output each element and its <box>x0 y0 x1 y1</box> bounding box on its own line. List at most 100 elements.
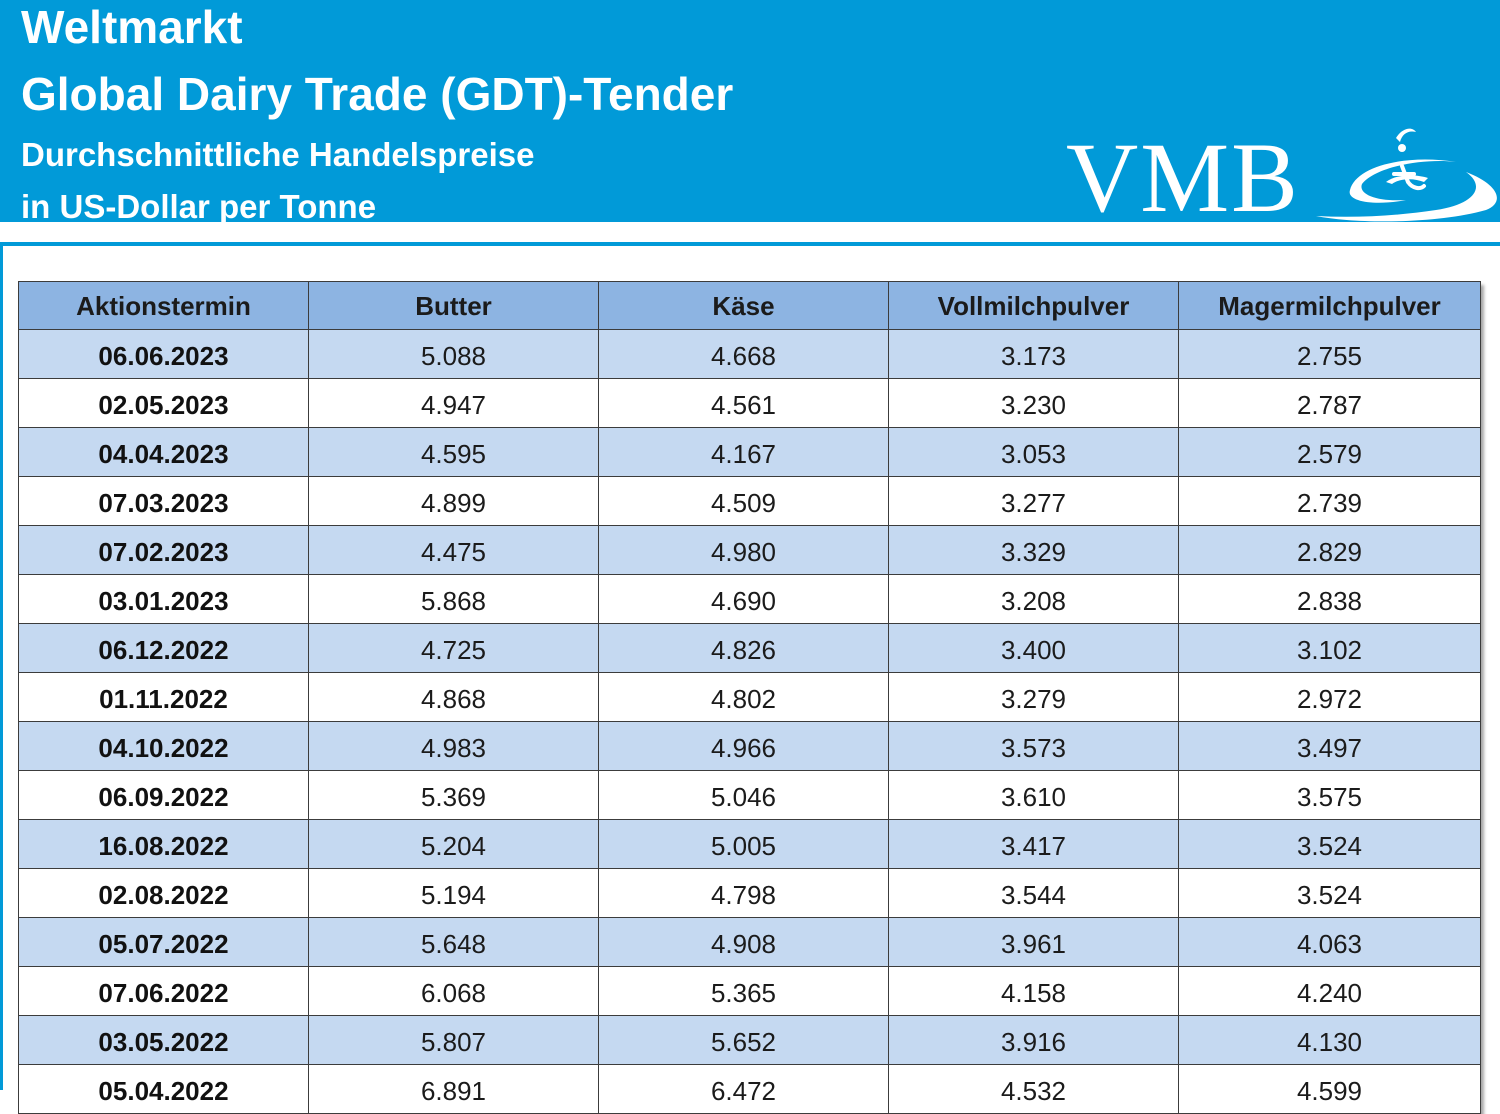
table-row: 02.05.2023 4.947 4.561 3.230 2.787 <box>18 378 1481 428</box>
cell-cheese: 4.561 <box>598 378 889 428</box>
cell-cheese: 5.652 <box>598 1015 889 1065</box>
cell-cheese: 4.802 <box>598 672 889 722</box>
table-row: 06.12.2022 4.725 4.826 3.400 3.102 <box>18 623 1481 673</box>
cell-whole-milk-powder: 3.277 <box>888 476 1179 526</box>
cell-whole-milk-powder: 3.053 <box>888 427 1179 477</box>
cell-butter: 4.947 <box>308 378 599 428</box>
table-row: 07.06.2022 6.068 5.365 4.158 4.240 <box>18 966 1481 1016</box>
cell-skim-milk-powder: 2.787 <box>1178 378 1481 428</box>
cell-cheese: 5.046 <box>598 770 889 820</box>
cell-cheese: 4.509 <box>598 476 889 526</box>
cell-whole-milk-powder: 3.961 <box>888 917 1179 967</box>
description-line-1: Durchschnittliche Handelspreise <box>21 136 535 173</box>
cell-skim-milk-powder: 2.829 <box>1178 525 1481 575</box>
cell-date: 07.02.2023 <box>18 525 309 575</box>
cell-cheese: 6.472 <box>598 1064 889 1114</box>
cell-whole-milk-powder: 3.610 <box>888 770 1179 820</box>
cell-date: 06.06.2023 <box>18 329 309 379</box>
cell-skim-milk-powder: 2.579 <box>1178 427 1481 477</box>
cell-cheese: 4.980 <box>598 525 889 575</box>
table-header-row: Aktionstermin Butter Käse Vollmilchpulve… <box>18 281 1481 330</box>
cell-butter: 4.475 <box>308 525 599 575</box>
cell-date: 07.03.2023 <box>18 476 309 526</box>
cell-date: 04.10.2022 <box>18 721 309 771</box>
cell-skim-milk-powder: 4.063 <box>1178 917 1481 967</box>
cell-cheese: 4.690 <box>598 574 889 624</box>
table-row: 04.10.2022 4.983 4.966 3.573 3.497 <box>18 721 1481 771</box>
cell-whole-milk-powder: 3.329 <box>888 525 1179 575</box>
cell-butter: 5.369 <box>308 770 599 820</box>
cell-butter: 4.899 <box>308 476 599 526</box>
cell-skim-milk-powder: 2.755 <box>1178 329 1481 379</box>
cell-whole-milk-powder: 4.158 <box>888 966 1179 1016</box>
cell-butter: 5.648 <box>308 917 599 967</box>
table-row: 07.03.2023 4.899 4.509 3.277 2.739 <box>18 476 1481 526</box>
cell-whole-milk-powder: 3.230 <box>888 378 1179 428</box>
cell-date: 03.01.2023 <box>18 574 309 624</box>
cell-cheese: 5.365 <box>598 966 889 1016</box>
header-banner: Weltmarkt Global Dairy Trade (GDT)-Tende… <box>0 0 1500 222</box>
cell-skim-milk-powder: 2.838 <box>1178 574 1481 624</box>
table-row: 05.04.2022 6.891 6.472 4.532 4.599 <box>18 1064 1481 1114</box>
cell-date: 05.04.2022 <box>18 1064 309 1114</box>
cell-whole-milk-powder: 4.532 <box>888 1064 1179 1114</box>
cell-skim-milk-powder: 4.130 <box>1178 1015 1481 1065</box>
cell-whole-milk-powder: 3.173 <box>888 329 1179 379</box>
cell-date: 05.07.2022 <box>18 917 309 967</box>
table-row: 05.07.2022 5.648 4.908 3.961 4.063 <box>18 917 1481 967</box>
cell-whole-milk-powder: 3.208 <box>888 574 1179 624</box>
cell-cheese: 4.668 <box>598 329 889 379</box>
cell-whole-milk-powder: 3.573 <box>888 721 1179 771</box>
cell-skim-milk-powder: 2.739 <box>1178 476 1481 526</box>
cell-skim-milk-powder: 3.524 <box>1178 868 1481 918</box>
price-table-container: Aktionstermin Butter Käse Vollmilchpulve… <box>18 281 1481 1114</box>
cell-date: 02.08.2022 <box>18 868 309 918</box>
page-title: Weltmarkt <box>21 1 243 53</box>
cell-whole-milk-powder: 3.544 <box>888 868 1179 918</box>
cell-butter: 5.204 <box>308 819 599 869</box>
cell-date: 04.04.2023 <box>18 427 309 477</box>
cell-whole-milk-powder: 3.417 <box>888 819 1179 869</box>
cell-skim-milk-powder: 3.497 <box>1178 721 1481 771</box>
cell-skim-milk-powder: 3.524 <box>1178 819 1481 869</box>
cell-cheese: 4.966 <box>598 721 889 771</box>
cell-cheese: 5.005 <box>598 819 889 869</box>
table-row: 07.02.2023 4.475 4.980 3.329 2.829 <box>18 525 1481 575</box>
cell-skim-milk-powder: 2.972 <box>1178 672 1481 722</box>
logo-text: VMB <box>1066 122 1300 223</box>
cell-butter: 4.595 <box>308 427 599 477</box>
table-row: 06.09.2022 5.369 5.046 3.610 3.575 <box>18 770 1481 820</box>
column-header-whole-milk-powder: Vollmilchpulver <box>888 281 1179 330</box>
price-table: Aktionstermin Butter Käse Vollmilchpulve… <box>18 281 1481 1114</box>
table-row: 01.11.2022 4.868 4.802 3.279 2.972 <box>18 672 1481 722</box>
cell-date: 16.08.2022 <box>18 819 309 869</box>
cell-date: 06.12.2022 <box>18 623 309 673</box>
cell-cheese: 4.798 <box>598 868 889 918</box>
column-header-cheese: Käse <box>598 281 889 330</box>
cell-whole-milk-powder: 3.400 <box>888 623 1179 673</box>
cell-date: 02.05.2023 <box>18 378 309 428</box>
table-row: 16.08.2022 5.204 5.005 3.417 3.524 <box>18 819 1481 869</box>
cell-whole-milk-powder: 3.916 <box>888 1015 1179 1065</box>
vmb-logo: VMB <box>1066 120 1500 222</box>
cell-skim-milk-powder: 3.102 <box>1178 623 1481 673</box>
cell-butter: 5.807 <box>308 1015 599 1065</box>
cell-date: 06.09.2022 <box>18 770 309 820</box>
cell-cheese: 4.167 <box>598 427 889 477</box>
cell-butter: 4.868 <box>308 672 599 722</box>
cell-butter: 5.088 <box>308 329 599 379</box>
table-row: 02.08.2022 5.194 4.798 3.544 3.524 <box>18 868 1481 918</box>
description-line-2: in US-Dollar per Tonne <box>21 188 377 222</box>
cell-butter: 5.868 <box>308 574 599 624</box>
cell-cheese: 4.908 <box>598 917 889 967</box>
column-header-skim-milk-powder: Magermilchpulver <box>1178 281 1481 330</box>
cell-butter: 6.891 <box>308 1064 599 1114</box>
page-subtitle: Global Dairy Trade (GDT)-Tender <box>21 68 734 120</box>
table-row: 03.01.2023 5.868 4.690 3.208 2.838 <box>18 574 1481 624</box>
cell-date: 01.11.2022 <box>18 672 309 722</box>
table-row: 03.05.2022 5.807 5.652 3.916 4.130 <box>18 1015 1481 1065</box>
cell-date: 03.05.2022 <box>18 1015 309 1065</box>
cell-skim-milk-powder: 4.599 <box>1178 1064 1481 1114</box>
cell-whole-milk-powder: 3.279 <box>888 672 1179 722</box>
cell-butter: 4.725 <box>308 623 599 673</box>
